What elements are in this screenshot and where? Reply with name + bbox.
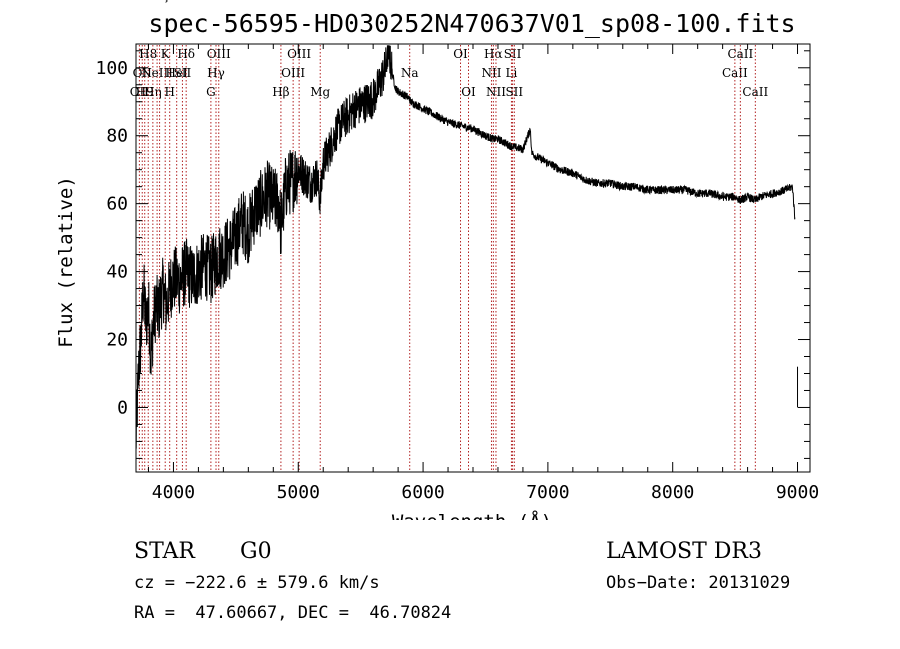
y-tick-label: 60 [106, 194, 128, 215]
y-tick-label: 0 [117, 397, 128, 418]
line-label: CaII [742, 85, 768, 99]
line-label: CaII [727, 47, 753, 61]
chart-title: spec-56595-HD030252N470637V01_sp08-100.f… [148, 9, 795, 38]
x-tick-label: 5000 [277, 482, 320, 503]
line-label: OIII [287, 47, 311, 61]
x-tick-label: 6000 [401, 482, 444, 503]
line-label: Hζ [151, 0, 168, 3]
line-label: Mg [310, 85, 330, 99]
line-label: H9 [136, 85, 154, 99]
line-label: Hγ [207, 66, 225, 80]
line-label: CaII [722, 66, 748, 80]
line-label: H8 [139, 47, 157, 61]
axes: 4000 5000 6000 7000 8000 9000 0 20 40 60 80 100 [95, 44, 819, 503]
series-group [135, 45, 799, 449]
line-label: OII [133, 66, 153, 80]
survey-name: LAMOST DR3 [606, 539, 762, 564]
y-tick-label: 40 [106, 262, 128, 283]
spectrum-chart: spec-56595-HD030252N470637V01_sp08-100.f… [55, 0, 819, 520]
x-tick-label: 7000 [526, 482, 569, 503]
x-tick-label: 8000 [651, 482, 694, 503]
object-type: STAR [134, 539, 195, 564]
line-label: SII [505, 85, 523, 99]
ra-dec: RA = 47.60667, DEC = 46.70824 [134, 603, 452, 623]
line-label: OIII [281, 66, 305, 80]
line-label: Hβ [272, 85, 289, 99]
y-tick-label: 100 [95, 58, 128, 79]
x-axis-label: Wavelength (Å) [392, 510, 552, 520]
y-axis-label: Flux (relative) [55, 176, 77, 348]
line-label: Li [506, 66, 518, 80]
line-label: NII [486, 85, 506, 99]
object-subclass: G0 [240, 539, 272, 564]
observation-date: Obs−Date: 20131029 [606, 573, 791, 593]
line-label: Hα [484, 47, 503, 61]
line-label: Na [401, 66, 419, 80]
x-tick-label: 4000 [152, 482, 195, 503]
x-tick-label: 9000 [776, 482, 819, 503]
spectrum-line [135, 45, 796, 449]
line-label: K [161, 47, 171, 61]
line-label: Hδ [177, 47, 195, 61]
line-label: NII [481, 66, 501, 80]
line-label: OI [453, 47, 468, 61]
redshift-cz: cz = −222.6 ± 579.6 km/s [134, 573, 380, 593]
line-label: SII [504, 47, 522, 61]
line-label: G [206, 85, 216, 99]
line-label: Hη [144, 85, 162, 99]
line-label: OI [461, 85, 476, 99]
y-tick-label: 80 [106, 126, 128, 147]
y-tick-label: 20 [106, 330, 128, 351]
line-markers: OIIOIIH9H8HηNeIIIHζKHHeISIIHδGHγOIIIHβOI… [130, 0, 768, 471]
line-label: SII [174, 66, 192, 80]
line-label: H [164, 85, 174, 99]
line-label: OIII [207, 47, 231, 61]
